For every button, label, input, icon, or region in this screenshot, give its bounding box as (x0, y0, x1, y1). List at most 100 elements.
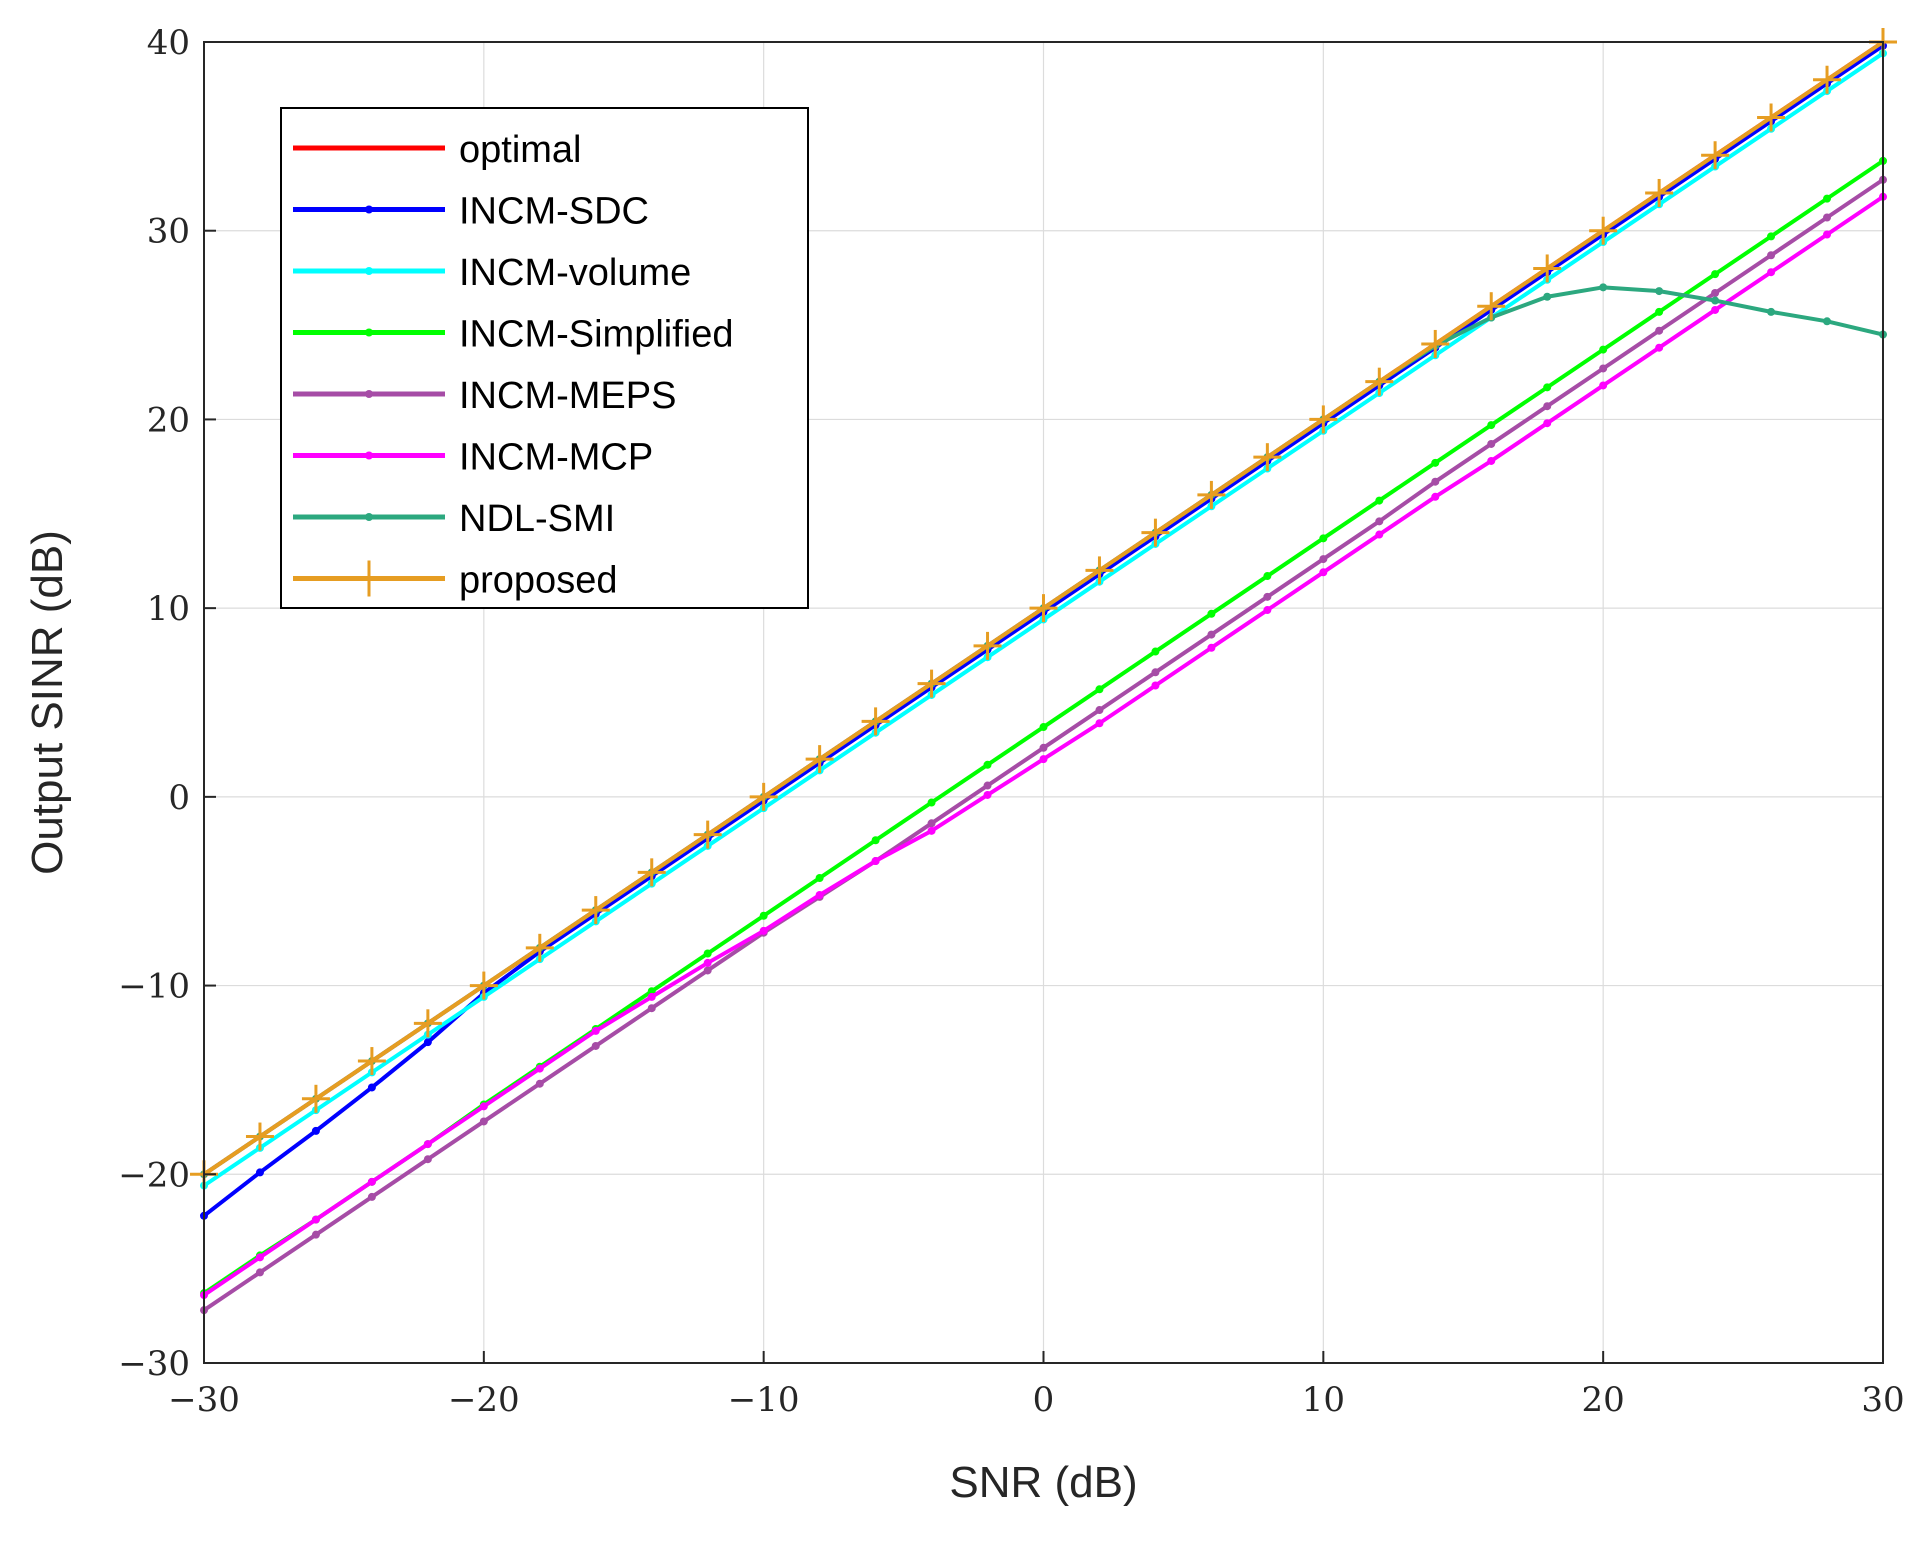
series-incm-mcp-point (1599, 381, 1608, 390)
x-tick-label: 20 (1582, 1380, 1625, 1420)
legend-swatch-marker (365, 451, 373, 460)
legend-label: INCM-SDC (459, 191, 649, 233)
series-proposed-point (413, 1009, 442, 1038)
series-incm-meps-point (1767, 251, 1776, 260)
legend-label: optimal (459, 129, 582, 171)
series-incm-mcp-point (1095, 719, 1104, 728)
series-incm-meps-point (367, 1192, 376, 1201)
series-incm-mcp-point (815, 890, 824, 899)
legend-label: INCM-MCP (459, 437, 653, 479)
series-incm-simplified-point (871, 836, 880, 845)
series-incm-mcp-point (423, 1140, 432, 1149)
series-incm-mcp-point (479, 1102, 488, 1111)
series-proposed-point (1645, 178, 1674, 207)
series-proposed-point (245, 1122, 274, 1151)
x-tick-label: −20 (448, 1380, 520, 1420)
series-incm-simplified-point (1823, 194, 1832, 203)
series-incm-meps-point (1039, 743, 1048, 752)
series-proposed-point (1421, 329, 1450, 358)
series-incm-mcp-point (1487, 456, 1496, 465)
series-incm-mcp-point (1263, 606, 1272, 615)
legend-swatch-marker (365, 205, 373, 214)
series-incm-mcp-point (703, 958, 712, 967)
legend-swatch-marker (365, 328, 373, 337)
series-incm-simplified-point (1375, 496, 1384, 505)
series-incm-meps-point (1263, 592, 1272, 601)
legend-item-incm-mcp: INCM-MCP (293, 437, 653, 479)
y-tick-label: 10 (147, 589, 190, 629)
series-incm-mcp-point (647, 992, 656, 1001)
series-proposed-point (917, 669, 946, 698)
series-proposed-point (1757, 103, 1786, 132)
series-proposed-point (749, 782, 778, 811)
series-incm-simplified-point (1095, 685, 1104, 694)
series-ndl-smi-point (1655, 287, 1664, 296)
series-incm-simplified-point (703, 949, 712, 958)
series-incm-meps-point (1543, 402, 1552, 411)
legend-item-proposed: proposed (293, 560, 617, 602)
series-proposed-point (1197, 480, 1226, 509)
series-incm-meps-point (1095, 706, 1104, 715)
series-incm-meps-point (255, 1268, 264, 1277)
series-proposed-point (637, 858, 666, 887)
legend: optimal INCM-SDC INCM-volume INCM-Simplifie… (280, 107, 809, 609)
series-incm-meps-point (647, 1004, 656, 1013)
series-incm-meps-point (1599, 364, 1608, 373)
series-proposed-point (1085, 556, 1114, 585)
ticks: −30 −20 −10 0 10 20 30 −30 −20 −10 0 10 20 30 40 (118, 23, 1904, 1420)
series-incm-simplified-point (927, 798, 936, 807)
series-ndl-smi-point (1599, 283, 1608, 292)
series-proposed-point (1253, 443, 1282, 472)
legend-item-incm-sdc: INCM-SDC (293, 191, 649, 233)
series-incm-simplified-point (1263, 572, 1272, 581)
legend-box (280, 107, 809, 609)
series-incm-mcp-point (1711, 305, 1720, 314)
series-proposed-point (1477, 292, 1506, 321)
legend-swatch-marker (365, 513, 373, 521)
legend-label: INCM-volume (459, 252, 691, 294)
series-incm-mcp-point (367, 1177, 376, 1186)
series-incm-mcp-point (1823, 230, 1832, 239)
series-incm-simplified-point (983, 760, 992, 769)
series-incm-simplified-point (759, 911, 768, 920)
series-proposed-point (1813, 65, 1842, 94)
series-proposed-point (357, 1047, 386, 1076)
series-incm-mcp-point (927, 826, 936, 835)
series-incm-mcp-point (871, 857, 880, 866)
series-proposed-point (1533, 254, 1562, 283)
series-incm-simplified-point (1599, 345, 1608, 354)
series-incm-mcp-point (1207, 643, 1216, 652)
series-incm-mcp-point (1543, 419, 1552, 428)
series-incm-simplified-point (1151, 647, 1160, 656)
y-tick-label: −10 (118, 967, 190, 1007)
series-incm-sdc-point (255, 1168, 264, 1177)
y-tick-label: −20 (118, 1155, 190, 1195)
series-ndl-smi-point (1711, 296, 1720, 305)
legend-swatch-marker (365, 267, 373, 275)
series-incm-mcp-point (983, 790, 992, 799)
series-proposed-point (1141, 518, 1170, 547)
series-incm-mcp-point (255, 1253, 264, 1262)
legend-item-optimal: optimal (293, 129, 582, 171)
legend-label: NDL-SMI (459, 498, 615, 540)
series-incm-meps-point (1151, 668, 1160, 677)
series-incm-meps-point (1319, 555, 1328, 564)
y-tick-label: 40 (147, 23, 190, 63)
x-tick-label: 10 (1302, 1380, 1345, 1420)
series-incm-meps-point (1487, 439, 1496, 448)
series-incm-meps-point (1431, 477, 1440, 486)
series-proposed-point (301, 1084, 330, 1113)
series-incm-mcp-point (1151, 681, 1160, 690)
series-proposed-point (693, 820, 722, 849)
series-proposed-point (581, 896, 610, 925)
series-ndl-smi-point (1543, 292, 1552, 301)
legend-label: proposed (459, 560, 617, 602)
series-incm-sdc-point (311, 1126, 320, 1135)
series-incm-simplified-point (1431, 458, 1440, 467)
legend-label: INCM-Simplified (459, 314, 733, 356)
y-tick-label: 30 (147, 212, 190, 252)
series-incm-mcp-point (759, 926, 768, 935)
series-incm-simplified-point (815, 874, 824, 883)
series-incm-meps-point (311, 1230, 320, 1239)
